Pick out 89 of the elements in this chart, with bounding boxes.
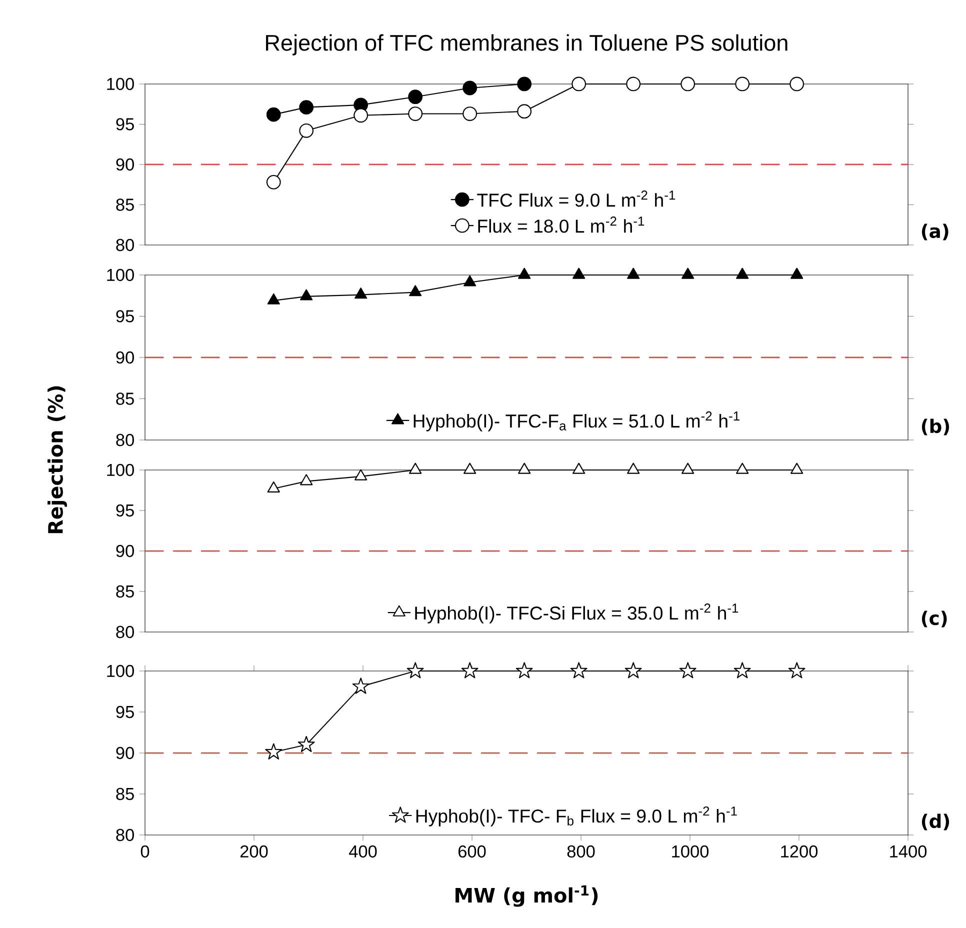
y-tick-label: 85: [116, 788, 134, 800]
x-tick-label: 800: [567, 845, 595, 858]
point: [627, 462, 640, 474]
y-tick-label: 80: [116, 434, 134, 446]
y-tick-label: 85: [116, 585, 134, 598]
point: [408, 90, 423, 104]
legend-label: Hyphob(I)- TFC-Si Flux = 35.0 L m$^{-2}$ h$^{-1}$: [415, 604, 738, 624]
point: [626, 76, 641, 92]
point: [788, 662, 806, 678]
y-tick-label: 80: [116, 626, 134, 638]
y-tick-label: 90: [116, 746, 134, 760]
point: [518, 462, 531, 474]
point: [406, 662, 424, 678]
point: [790, 76, 804, 92]
point: [572, 76, 586, 92]
y-tick-label: 80: [116, 238, 134, 252]
legend-label: TFC Flux = 9.0 L m$^{-2}$ h$^{-1}$: [477, 190, 676, 207]
point: [354, 288, 368, 299]
point: [265, 743, 282, 760]
y-tick-label: 90: [116, 158, 134, 171]
point: [735, 76, 750, 92]
x-tick-label: 200: [240, 845, 268, 858]
legend-label: Hyphob(I)- TFC-F$_{a}$ Flux = 51.0 L m$^{-2}$ h$^{-1}$: [414, 411, 740, 432]
point: [352, 678, 370, 694]
point: [790, 462, 804, 474]
text: (b): [922, 418, 950, 436]
point: [300, 474, 313, 486]
point: [734, 662, 751, 678]
point: [464, 275, 476, 286]
y-axis-title: Rejection (%): [48, 386, 67, 534]
chart-title: Rejection of TFC membranes in Toluene PS solution: [266, 34, 788, 56]
y-tick-label: 90: [116, 351, 134, 364]
point: [627, 268, 640, 279]
point: [409, 285, 422, 296]
point: [682, 268, 694, 279]
x-tick-label: 1200: [781, 845, 818, 858]
y-tick-label: 100: [107, 464, 134, 476]
x-tick-label: 0: [140, 845, 150, 858]
point: [679, 662, 696, 678]
x-tick-label: 600: [458, 845, 486, 858]
y-tick-label: 100: [107, 664, 134, 678]
y-tick-label: 85: [116, 392, 134, 405]
point: [572, 462, 586, 474]
point: [409, 462, 422, 474]
y-tick-label: 90: [116, 544, 134, 558]
point: [680, 76, 696, 92]
point: [299, 123, 314, 138]
point: [464, 462, 476, 474]
point: [267, 481, 280, 492]
legend-label: Flux = 18.0 L m$^{-2}$ h$^{-1}$: [478, 216, 644, 233]
point: [736, 462, 749, 474]
y-tick-label: 100: [107, 268, 134, 282]
legend-label: Hyphob(I)- TFC- F$_{b}$ Flux = 9.0 L m$^{-2}$ h$^{-1}$: [416, 806, 737, 826]
y-tick-label: 95: [116, 706, 134, 718]
x-axis-title: MW (g mol$^{-1}$): [456, 885, 598, 907]
point: [462, 80, 478, 96]
point: [736, 268, 749, 279]
text: (d): [922, 814, 950, 830]
point: [267, 293, 280, 304]
point: [300, 289, 313, 300]
y-tick-label: 95: [116, 118, 134, 130]
point: [266, 174, 281, 190]
y-tick-label: 80: [116, 828, 134, 842]
point: [517, 104, 532, 119]
y-tick-label: 95: [116, 504, 134, 517]
x-tick-label: 1400: [890, 845, 927, 858]
point: [298, 736, 315, 752]
point: [790, 268, 804, 279]
point: [518, 268, 531, 279]
y-tick-label: 85: [116, 198, 134, 211]
point: [462, 106, 478, 121]
x-tick-label: 400: [349, 845, 377, 858]
point: [299, 100, 314, 115]
point: [408, 106, 423, 121]
point: [461, 662, 478, 678]
point: [624, 662, 642, 678]
point: [517, 76, 532, 92]
point: [266, 107, 281, 122]
point: [354, 469, 368, 480]
y-tick-label: 95: [116, 310, 134, 322]
text: (a): [922, 224, 948, 240]
point: [516, 662, 533, 678]
x-tick-label: 1000: [672, 845, 709, 858]
point: [354, 108, 368, 123]
point: [570, 662, 588, 678]
text: (c): [922, 610, 947, 628]
point: [572, 268, 586, 279]
y-tick-label: 100: [107, 78, 134, 90]
point: [682, 462, 694, 474]
